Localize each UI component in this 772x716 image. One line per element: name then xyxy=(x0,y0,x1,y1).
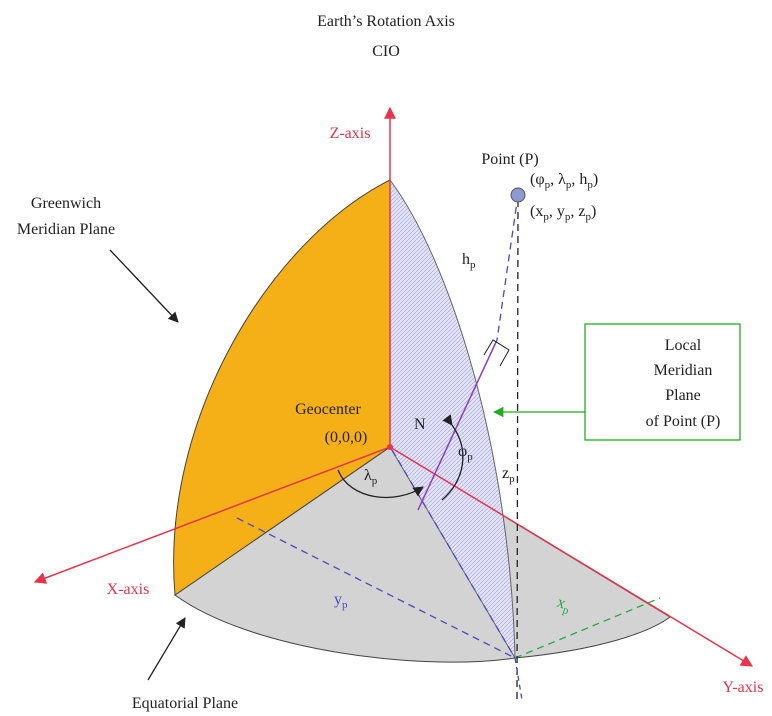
point-p xyxy=(510,187,526,203)
equatorial-arrow xyxy=(147,617,186,681)
text: h xyxy=(462,251,470,268)
local-meridian-box xyxy=(584,323,741,441)
text: y xyxy=(334,591,342,608)
title: CIO xyxy=(372,43,400,60)
x-coord-label: xp xyxy=(554,594,574,618)
equatorial-label: Equatorial Plane xyxy=(132,695,238,712)
subscript: p xyxy=(543,211,549,223)
subscript: p xyxy=(566,179,572,191)
subscript: p xyxy=(342,599,348,611)
cartesian-label: (xp, yp, zp) xyxy=(530,203,596,223)
y-coord-label: yp xyxy=(334,591,348,611)
point-label: Point (P) xyxy=(481,151,538,168)
subscript: p xyxy=(585,211,591,223)
text: , h xyxy=(571,171,587,188)
text: , y xyxy=(549,203,565,220)
text: (φ xyxy=(530,171,545,188)
lower-dash xyxy=(514,657,523,701)
latitude-arc xyxy=(441,414,464,501)
y-axis xyxy=(389,446,754,667)
height-line xyxy=(496,194,519,341)
geocenter-label: Geocenter xyxy=(295,401,361,418)
origin-label: (0,0,0) xyxy=(325,429,368,446)
text: z xyxy=(502,465,509,482)
text: ) xyxy=(593,171,598,188)
subscript: p xyxy=(587,179,593,191)
right-angle xyxy=(483,339,510,367)
subscript: p xyxy=(565,211,571,223)
greenwich-arrow xyxy=(109,249,179,323)
subscript: p xyxy=(561,604,571,617)
subscript: p xyxy=(545,179,551,191)
y-projection xyxy=(236,517,516,659)
text: (x xyxy=(530,203,543,220)
subscript: p xyxy=(372,475,378,487)
longitude-label: λp xyxy=(364,467,378,487)
subscript: p xyxy=(467,451,473,463)
title: Earth’s Rotation Axis xyxy=(317,13,455,30)
text: ) xyxy=(591,203,596,220)
greenwich-label: Meridian Plane xyxy=(17,221,115,238)
equatorial-plane xyxy=(174,446,671,663)
height-label: hp xyxy=(462,251,476,271)
geodetic-label: (φp, λp, hp) xyxy=(530,171,598,191)
subscript: p xyxy=(470,259,476,271)
y-axis-label: Y-axis xyxy=(723,679,764,696)
origin-dot xyxy=(387,444,393,450)
x-projection xyxy=(514,597,661,659)
subscript: p xyxy=(509,473,515,485)
z-axis-label: Z-axis xyxy=(330,125,371,142)
local-meridian-label: Plane xyxy=(665,387,701,404)
local-meridian-label: Local xyxy=(665,337,702,354)
normal-label: N xyxy=(414,416,426,433)
text: , λ xyxy=(550,171,566,188)
radial-line xyxy=(391,449,516,659)
local-meridian-label: of Point (P) xyxy=(646,413,721,430)
z-coord-label: zp xyxy=(502,465,515,485)
x-axis xyxy=(33,446,391,584)
text: λ xyxy=(364,467,372,484)
normal-line xyxy=(417,339,498,511)
x-axis-label: X-axis xyxy=(107,581,150,598)
local-meridian-label: Meridian xyxy=(654,362,713,379)
greenwich-plane xyxy=(173,179,391,596)
text: φ xyxy=(458,443,467,460)
latitude-label: φp xyxy=(458,443,473,463)
greenwich-label: Greenwich xyxy=(31,195,101,212)
longitude-arc xyxy=(337,469,424,499)
text: , z xyxy=(570,203,585,220)
